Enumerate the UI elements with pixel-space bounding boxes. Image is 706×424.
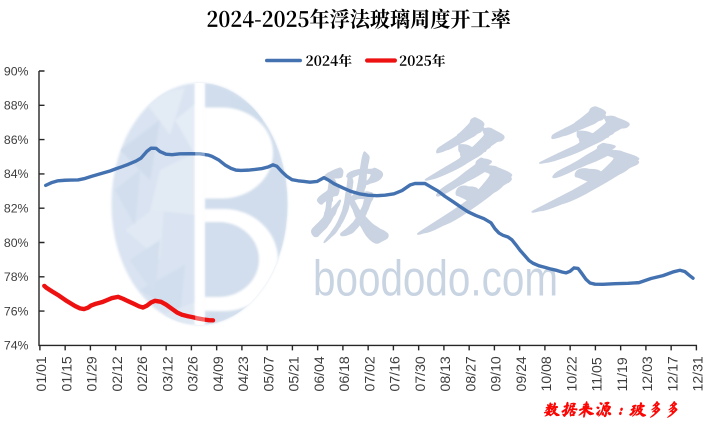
svg-text:86%: 86% — [4, 133, 29, 147]
svg-text:90%: 90% — [4, 64, 29, 78]
svg-text:10/22: 10/22 — [563, 356, 579, 391]
svg-text:03/26: 03/26 — [185, 356, 201, 391]
svg-text:11/05: 11/05 — [589, 357, 605, 391]
svg-text:82%: 82% — [4, 202, 29, 216]
svg-text:06/18: 06/18 — [336, 356, 352, 391]
svg-text:12/17: 12/17 — [664, 356, 680, 391]
svg-text:12/31: 12/31 — [690, 356, 706, 391]
svg-text:08/13: 08/13 — [437, 356, 453, 391]
svg-text:88%: 88% — [4, 99, 29, 113]
svg-text:76%: 76% — [4, 304, 29, 318]
svg-text:80%: 80% — [4, 236, 29, 250]
svg-text:09/24: 09/24 — [513, 356, 529, 391]
svg-text:01/01: 01/01 — [33, 356, 49, 391]
svg-text:08/27: 08/27 — [462, 356, 478, 391]
svg-text:02/12: 02/12 — [109, 356, 125, 391]
svg-text:07/30: 07/30 — [412, 356, 428, 391]
svg-text:10/08: 10/08 — [538, 356, 554, 391]
svg-text:04/09: 04/09 — [210, 356, 226, 391]
svg-text:06/04: 06/04 — [311, 356, 327, 391]
svg-text:84%: 84% — [4, 167, 29, 181]
svg-text:04/23: 04/23 — [235, 356, 251, 391]
svg-text:09/10: 09/10 — [488, 356, 504, 391]
svg-text:01/29: 01/29 — [84, 356, 100, 391]
svg-text:07/02: 07/02 — [361, 356, 377, 391]
svg-text:12/03: 12/03 — [639, 356, 655, 391]
svg-text:74%: 74% — [4, 339, 29, 353]
svg-text:02/26: 02/26 — [134, 356, 150, 391]
svg-text:05/07: 05/07 — [260, 356, 276, 391]
svg-text:11/19: 11/19 — [614, 357, 630, 391]
svg-text:78%: 78% — [4, 270, 29, 284]
svg-text:boododo.com: boododo.com — [313, 251, 558, 307]
svg-text:01/15: 01/15 — [58, 356, 74, 391]
svg-text:05/21: 05/21 — [286, 356, 302, 391]
svg-text:03/12: 03/12 — [159, 356, 175, 391]
svg-text:07/16: 07/16 — [387, 356, 403, 391]
